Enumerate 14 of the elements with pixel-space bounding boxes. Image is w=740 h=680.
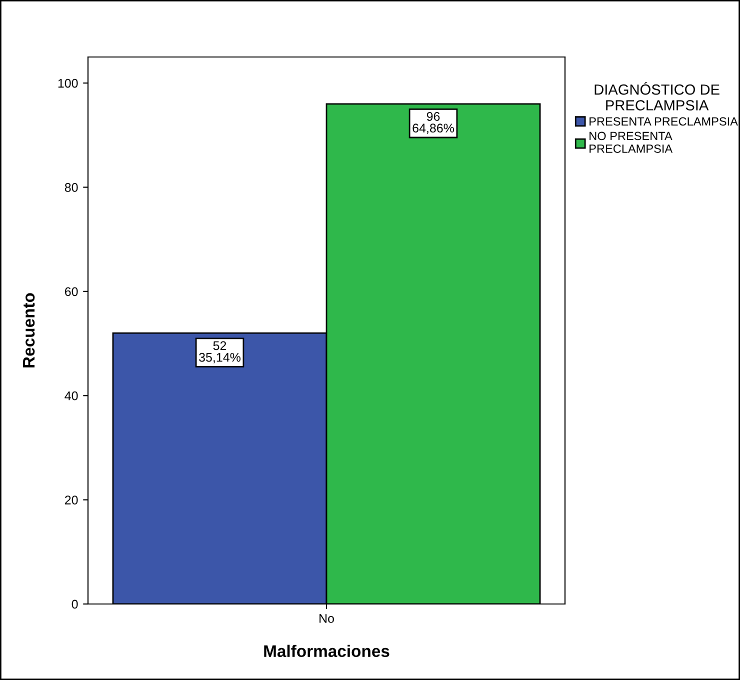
data-label: 52 35,14% — [199, 341, 240, 364]
y-tick-label: 100 — [58, 78, 78, 88]
legend-label: PRESENTA PRECLAMPSIA — [590, 117, 738, 126]
x-tick-label: No — [320, 614, 334, 623]
legend-label: NO PRESENTA PRECLAMPSIA — [590, 132, 673, 153]
y-tick-label: 0 — [72, 600, 78, 609]
x-axis-title: Malformaciones — [264, 644, 390, 658]
legend-title: DIAGNÓSTICO DE PRECLAMPSIA — [594, 82, 720, 110]
data-label: 96 64,86% — [412, 112, 454, 134]
y-tick-label: 80 — [64, 183, 78, 192]
y-tick-label: 40 — [64, 391, 78, 400]
y-axis-title: Recuento — [23, 293, 35, 368]
y-tick-label: 20 — [65, 496, 78, 504]
y-tick-label: 60 — [65, 287, 78, 296]
